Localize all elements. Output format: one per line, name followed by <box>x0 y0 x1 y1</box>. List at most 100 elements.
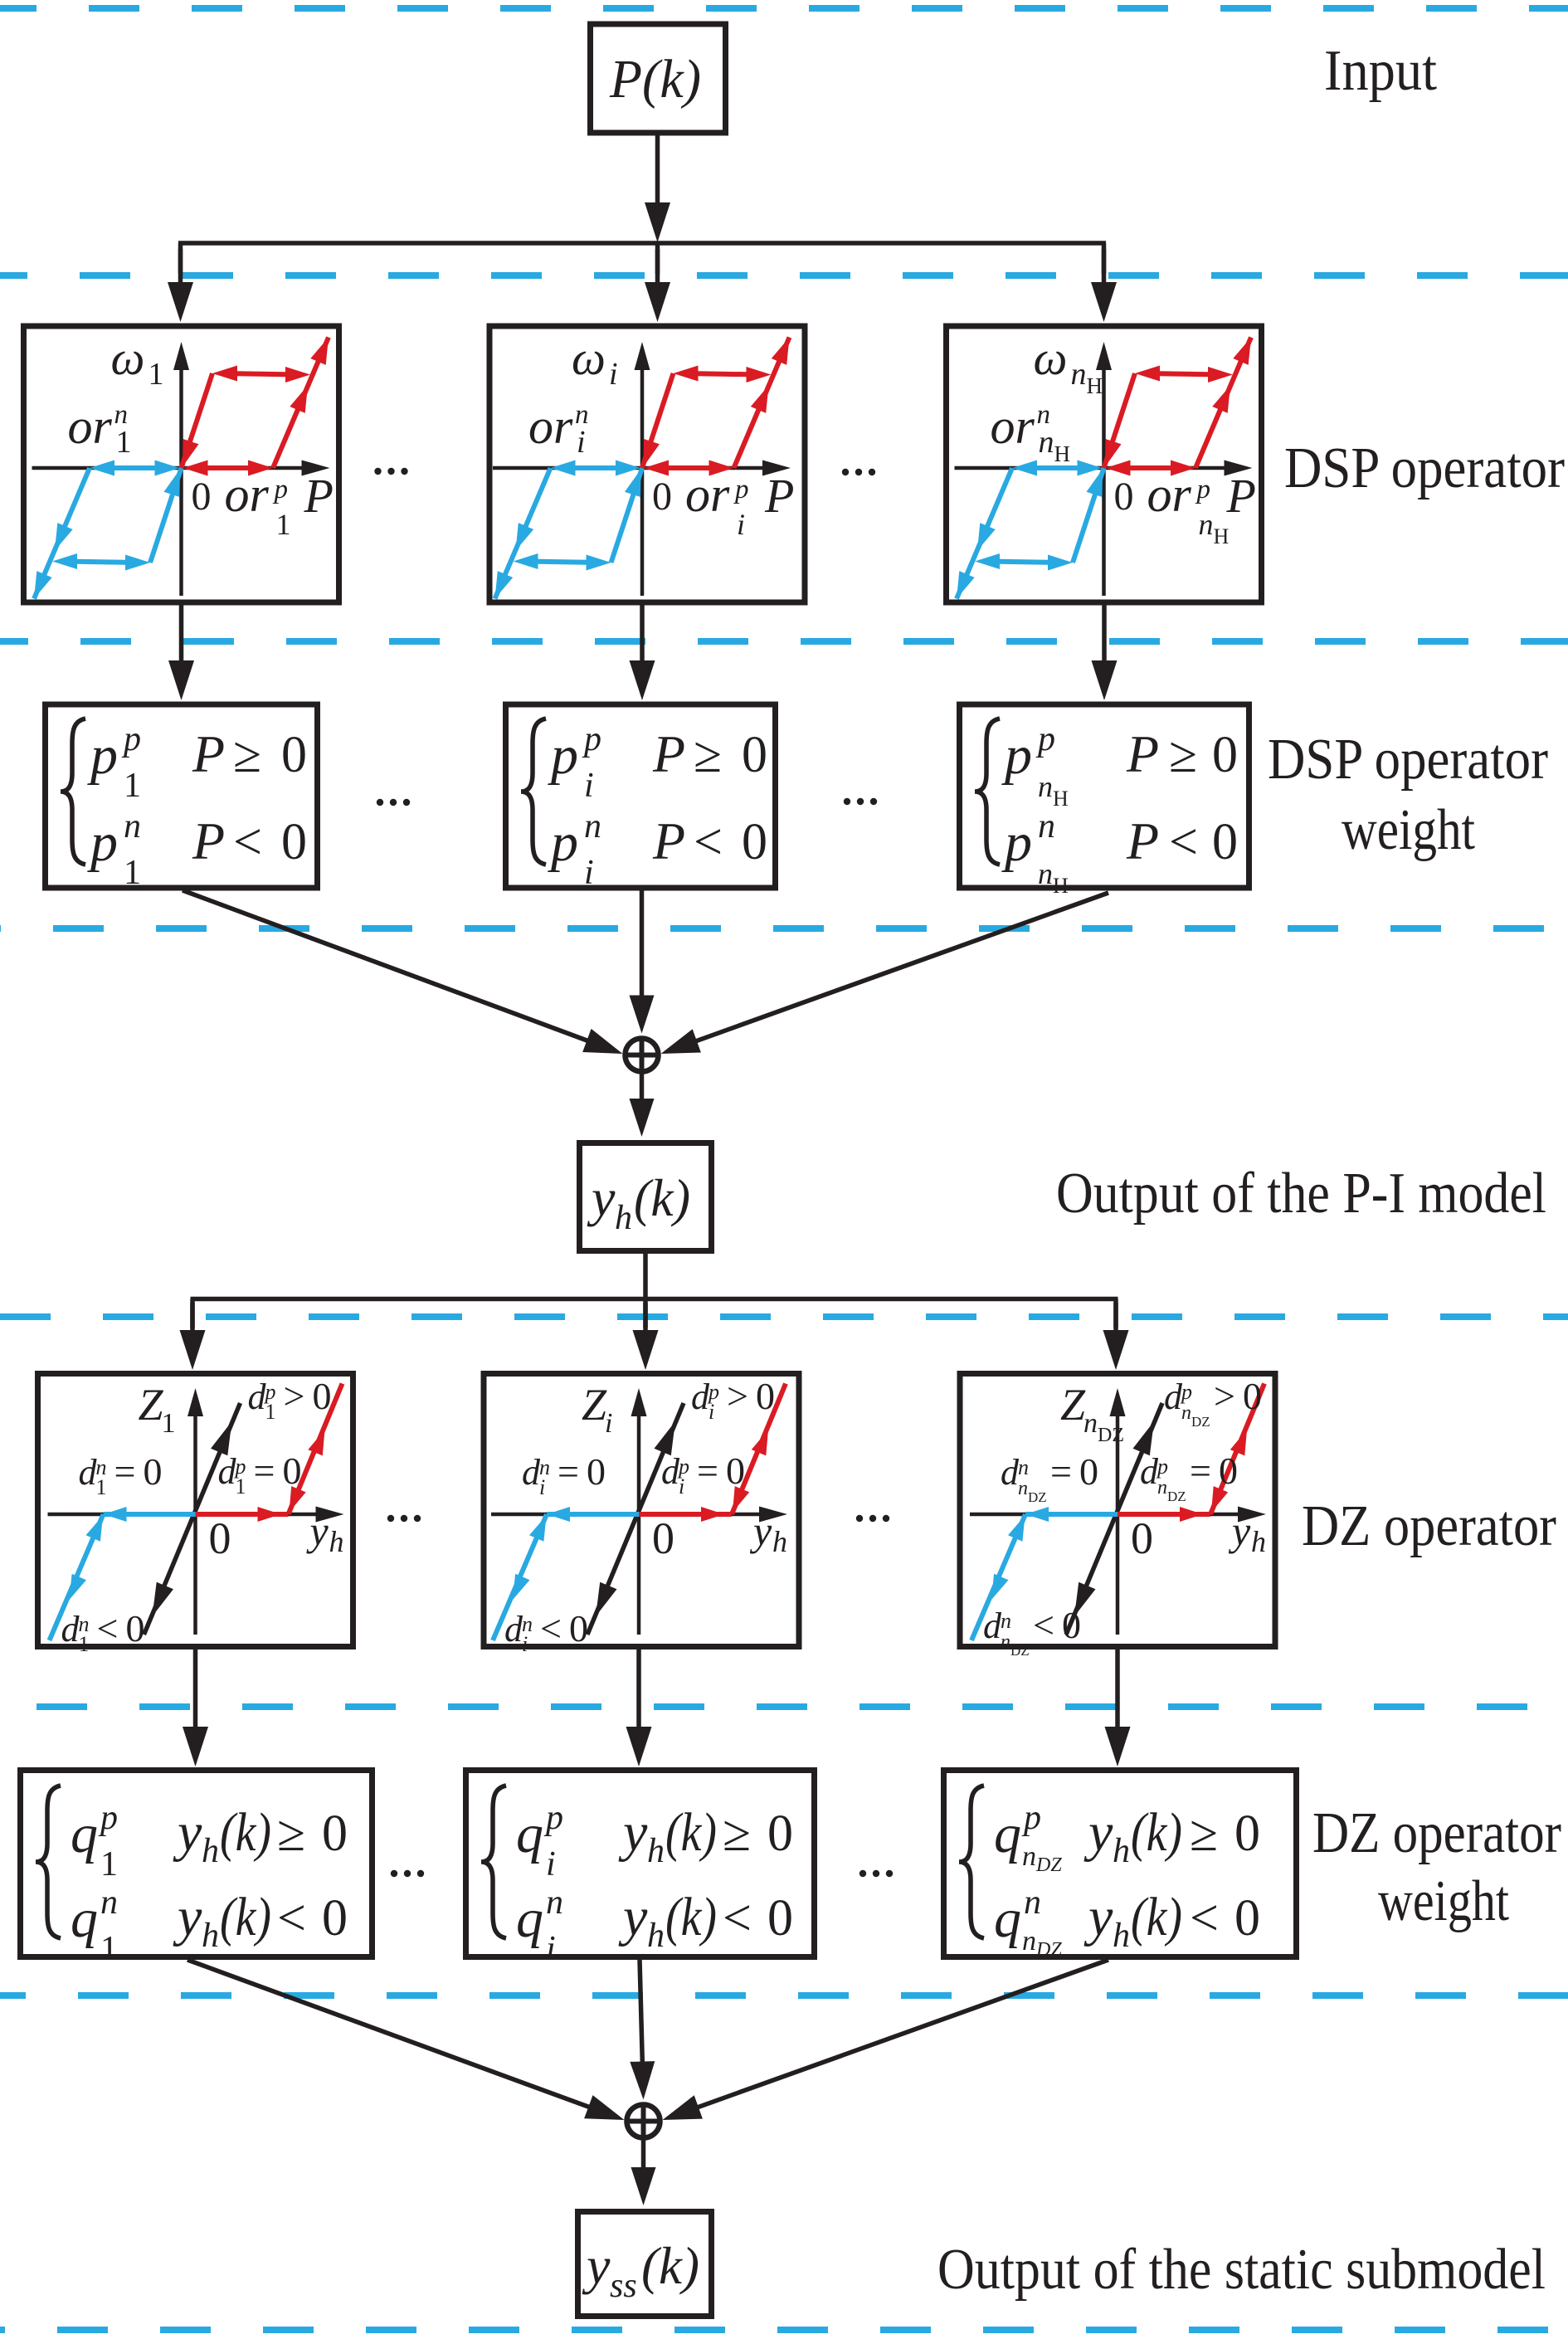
svg-text:0: 0 <box>652 475 672 519</box>
svg-text:(k): (k) <box>641 2236 699 2295</box>
svg-text:1: 1 <box>79 1632 90 1656</box>
svg-text:or: or <box>991 399 1035 454</box>
svg-text:h: h <box>647 1832 665 1870</box>
svg-text:P: P <box>652 724 685 783</box>
svg-text:weight: weight <box>1378 1869 1509 1933</box>
svg-text:y: y <box>618 1887 648 1947</box>
svg-text:n: n <box>96 1455 107 1479</box>
svg-text:≥: ≥ <box>723 1805 751 1862</box>
svg-text:Z: Z <box>582 1380 607 1430</box>
svg-text:=: = <box>254 1450 275 1492</box>
svg-text:<: < <box>97 1607 119 1649</box>
svg-text:1: 1 <box>236 1474 246 1498</box>
svg-text:ss: ss <box>610 2267 637 2305</box>
svg-text:p: p <box>707 1380 719 1404</box>
svg-text:0: 0 <box>569 1607 588 1649</box>
svg-text:<: < <box>723 1890 752 1947</box>
svg-text:(k): (k) <box>220 1887 271 1947</box>
svg-text:Output of the P-I model: Output of the P-I model <box>1056 1162 1546 1226</box>
svg-text:0: 0 <box>1234 1805 1260 1862</box>
svg-text:i: i <box>584 767 594 805</box>
svg-text:Z: Z <box>1060 1380 1086 1430</box>
svg-text:≥: ≥ <box>1190 1805 1218 1862</box>
svg-text:p: p <box>677 1455 689 1479</box>
svg-text:P: P <box>652 811 685 870</box>
svg-text:q: q <box>71 1888 98 1949</box>
svg-text:≥: ≥ <box>1169 727 1197 783</box>
svg-text:d: d <box>983 1606 1002 1646</box>
svg-text:P: P <box>192 724 225 783</box>
svg-text:<: < <box>1033 1604 1054 1646</box>
svg-text:≥: ≥ <box>277 1805 305 1862</box>
svg-text:h: h <box>1113 1917 1130 1955</box>
svg-text:q: q <box>516 1804 543 1864</box>
svg-text:P(k): P(k) <box>609 49 701 110</box>
svg-text:DSP operator: DSP operator <box>1284 436 1565 500</box>
svg-text:0: 0 <box>283 1450 302 1492</box>
svg-text:=: = <box>558 1450 579 1493</box>
svg-text:1: 1 <box>276 508 291 541</box>
svg-text:y: y <box>1083 1887 1113 1947</box>
svg-text:d: d <box>79 1452 98 1493</box>
svg-text:p: p <box>548 725 578 786</box>
svg-text:nDZ: nDZ <box>1022 1926 1062 1961</box>
svg-text:<: < <box>1169 814 1198 870</box>
svg-text:p: p <box>582 720 601 758</box>
svg-text:DZ operator: DZ operator <box>1302 1494 1556 1558</box>
svg-text:<: < <box>1190 1890 1219 1947</box>
svg-text:or: or <box>1147 467 1192 522</box>
svg-text:d: d <box>218 1451 237 1492</box>
svg-text:1: 1 <box>96 1475 107 1499</box>
svg-text:y: y <box>1228 1508 1251 1554</box>
svg-text:p: p <box>1035 720 1055 758</box>
svg-text:p: p <box>1021 1799 1041 1837</box>
svg-text:=: = <box>114 1450 136 1493</box>
svg-text:q: q <box>994 1888 1021 1949</box>
svg-text:y: y <box>306 1508 329 1554</box>
svg-text:q: q <box>71 1804 98 1864</box>
svg-text:h: h <box>647 1917 665 1955</box>
svg-text:y: y <box>582 2236 611 2295</box>
svg-text:d: d <box>691 1377 710 1417</box>
svg-text:>: > <box>727 1375 748 1417</box>
svg-text:0: 0 <box>144 1450 163 1493</box>
svg-text:or: or <box>528 399 573 454</box>
svg-text:i: i <box>709 1400 714 1424</box>
svg-text:p: p <box>98 1799 118 1837</box>
svg-text:n: n <box>539 1455 550 1479</box>
svg-text:i: i <box>522 1632 528 1656</box>
svg-text:i: i <box>584 854 594 892</box>
svg-text:y: y <box>173 1887 202 1947</box>
svg-text:i: i <box>577 425 586 460</box>
svg-text:h: h <box>615 1199 632 1237</box>
svg-text:p: p <box>548 812 578 873</box>
svg-text:1: 1 <box>100 1845 118 1883</box>
svg-text:i: i <box>679 1474 684 1498</box>
svg-text:(k): (k) <box>1131 1802 1182 1863</box>
svg-text:h: h <box>772 1525 787 1558</box>
svg-text:0: 0 <box>1131 1513 1153 1563</box>
svg-text:<: < <box>277 1890 306 1947</box>
svg-text:ω: ω <box>572 331 606 385</box>
svg-text:h: h <box>202 1832 219 1870</box>
svg-text:n: n <box>575 400 589 430</box>
svg-text:n: n <box>1038 807 1055 845</box>
svg-text:q: q <box>994 1804 1021 1864</box>
svg-text:(k): (k) <box>665 1887 717 1947</box>
svg-text:Z: Z <box>139 1380 164 1430</box>
svg-text:0: 0 <box>1212 814 1238 870</box>
svg-text:p: p <box>87 812 118 873</box>
svg-text:p: p <box>234 1455 246 1479</box>
svg-text:0: 0 <box>587 1450 606 1493</box>
svg-text:<: < <box>233 814 262 870</box>
svg-text:n: n <box>100 1883 118 1922</box>
svg-text:0: 0 <box>1062 1604 1081 1646</box>
svg-text:0: 0 <box>726 1450 745 1492</box>
svg-text:d: d <box>1001 1452 1020 1493</box>
svg-text:i: i <box>605 1408 612 1439</box>
svg-text:<: < <box>694 814 723 870</box>
svg-text:y: y <box>173 1802 202 1863</box>
svg-text:y: y <box>749 1508 772 1554</box>
svg-text:h: h <box>329 1525 344 1558</box>
svg-text:i: i <box>539 1475 545 1499</box>
